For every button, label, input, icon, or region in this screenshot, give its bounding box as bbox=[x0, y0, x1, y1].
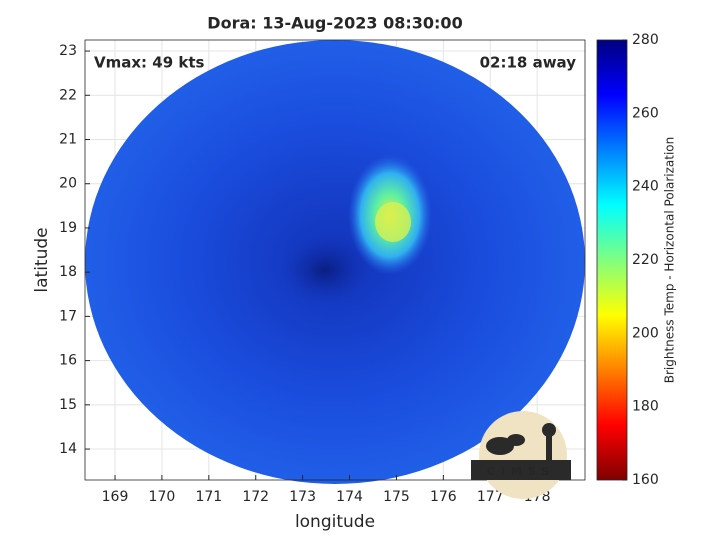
chart-title: Dora: 13-Aug-2023 08:30:00 bbox=[207, 14, 462, 33]
x-tick-label: 171 bbox=[195, 489, 222, 505]
colorbar-tick-label: 240 bbox=[632, 179, 659, 195]
annotation: 02:18 away bbox=[480, 54, 577, 72]
y-tick-label: 18 bbox=[59, 264, 77, 280]
logo-text: CIMSS bbox=[487, 465, 555, 478]
colorbar-label: Brightness Temp - Horizontal Polarizatio… bbox=[663, 137, 677, 384]
y-tick-label: 14 bbox=[59, 441, 77, 457]
colorbar-tick-label: 200 bbox=[632, 325, 659, 341]
y-tick-label: 22 bbox=[59, 87, 77, 103]
x-axis-label: longitude bbox=[295, 512, 375, 532]
x-tick-label: 174 bbox=[336, 489, 363, 505]
axes: 169 170 171 172 173 174 175 176 177 1781415161718… bbox=[59, 32, 659, 505]
logo: CIMSS bbox=[471, 411, 571, 499]
x-tick-label: 170 bbox=[149, 489, 176, 505]
plot-frame bbox=[84, 39, 586, 481]
y-tick-label: 19 bbox=[59, 220, 77, 236]
y-tick-label: 17 bbox=[59, 308, 77, 324]
colorbar-tick-label: 180 bbox=[632, 399, 659, 415]
annotation: Vmax: 49 kts bbox=[94, 54, 204, 72]
y-axis-label: latitude bbox=[32, 227, 52, 292]
colorbar bbox=[596, 39, 628, 481]
y-tick-label: 16 bbox=[59, 353, 77, 369]
colorbar-tick-label: 160 bbox=[632, 472, 659, 488]
x-tick-label: 172 bbox=[242, 489, 269, 505]
colorbar-tick-label: 220 bbox=[632, 252, 659, 268]
x-tick-label: 173 bbox=[289, 489, 316, 505]
colorbar-tick-label: 280 bbox=[632, 32, 659, 48]
y-tick-label: 20 bbox=[59, 176, 77, 192]
x-tick-label: 169 bbox=[102, 489, 129, 505]
colorbar-tick-label: 260 bbox=[632, 105, 659, 121]
x-tick-label: 175 bbox=[383, 489, 410, 505]
x-tick-label: 177 bbox=[477, 489, 504, 505]
y-tick-label: 15 bbox=[59, 397, 77, 413]
image bbox=[85, 40, 585, 484]
y-tick-label: 23 bbox=[59, 43, 77, 59]
y-tick-label: 21 bbox=[59, 131, 77, 147]
x-tick-label: 176 bbox=[430, 489, 457, 505]
